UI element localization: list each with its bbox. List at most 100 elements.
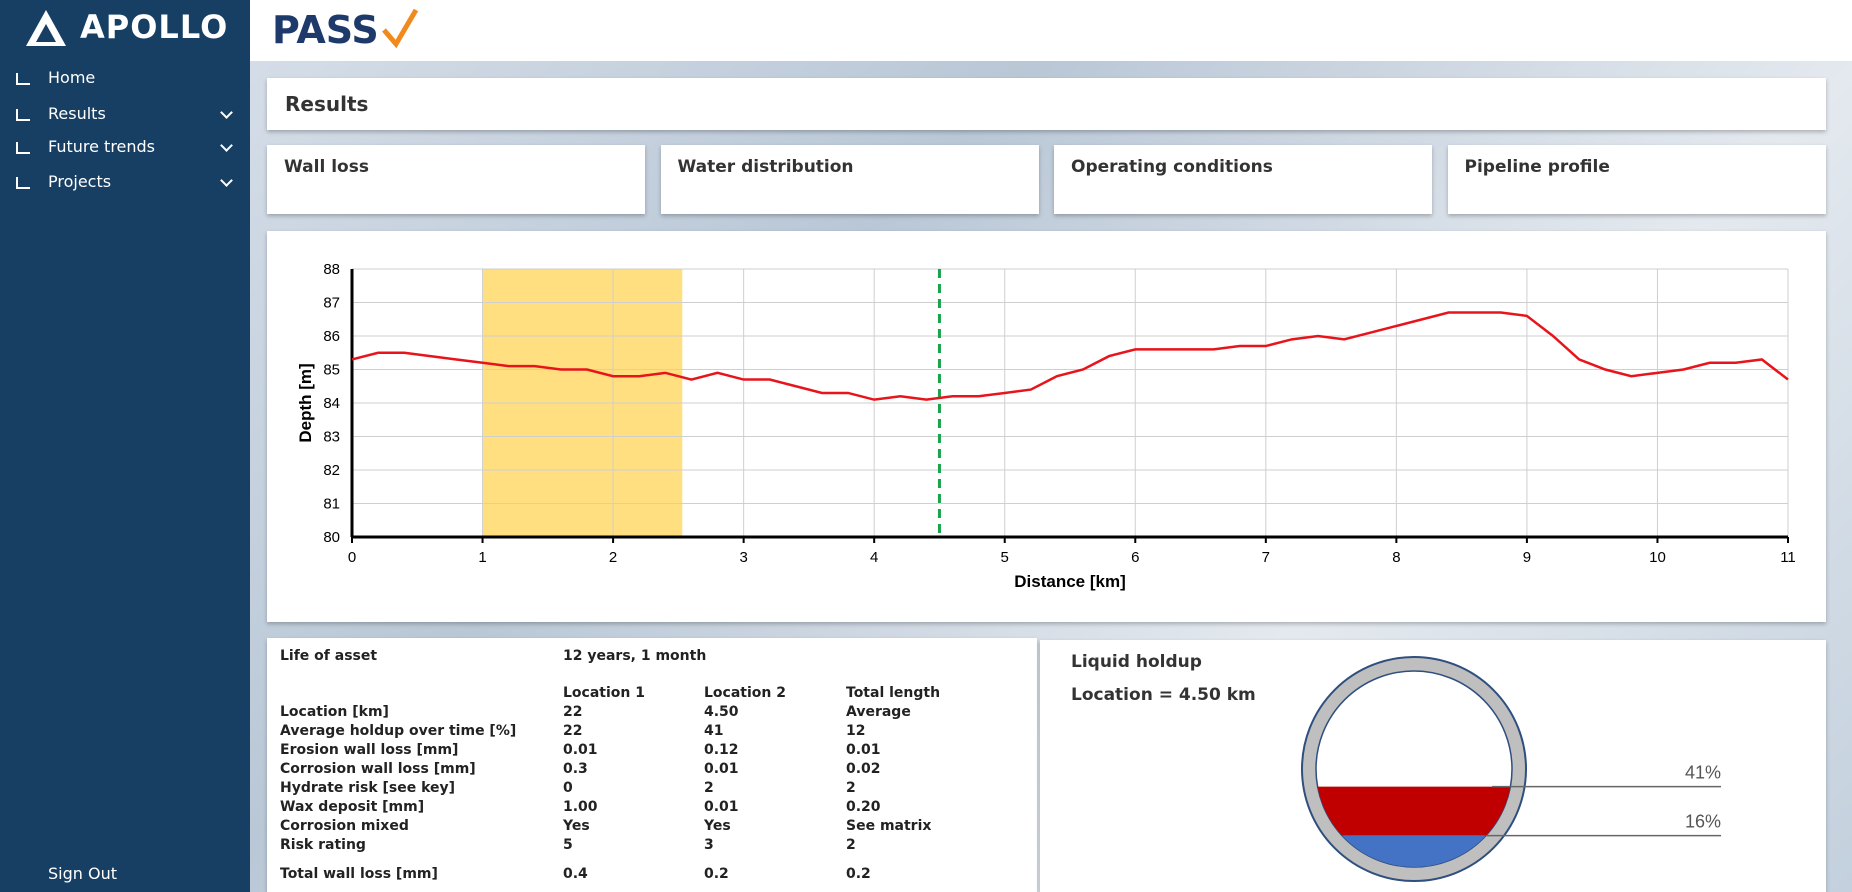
table-cell: Average <box>846 704 911 720</box>
tab-label: Water distribution <box>677 157 854 177</box>
tab[interactable]: Water distribution <box>660 145 1039 214</box>
x-tick-label: 8 <box>1392 549 1400 566</box>
y-tick-label: 82 <box>323 462 340 479</box>
tab-label: Pipeline profile <box>1464 157 1610 177</box>
table-cell: 41 <box>704 723 724 739</box>
nav-icon <box>16 73 30 85</box>
nav-item[interactable]: Results <box>48 104 106 123</box>
table-cell: 22 <box>563 704 583 720</box>
x-tick-label: 4 <box>870 549 878 566</box>
table-cell: Location 1 <box>563 685 645 701</box>
table-cell: 0.4 <box>563 866 588 882</box>
table-cell: 0.02 <box>846 761 881 777</box>
table-cell: 22 <box>563 723 583 739</box>
nav-caret <box>220 106 233 119</box>
table-cell: 2 <box>846 780 856 796</box>
nav-icon <box>16 177 30 189</box>
nav-icon <box>16 109 30 121</box>
summary-panel: Life of asset 12 years, 1 month Location 1… <box>267 638 1037 892</box>
x-tick-label: 9 <box>1523 549 1531 566</box>
y-axis-label: Depth [m] <box>296 363 315 442</box>
table-cell: 12 years, 1 month <box>563 648 707 664</box>
table-cell: Location [km] <box>280 704 389 720</box>
table-cell: 2 <box>846 837 856 853</box>
table-cell: Average holdup over time [%] <box>280 723 517 739</box>
x-tick-label: 10 <box>1649 549 1666 566</box>
table-cell: 3 <box>704 837 714 853</box>
tab[interactable]: Wall loss <box>267 145 645 214</box>
nav-item[interactable]: Projects <box>48 172 112 191</box>
y-tick-label: 86 <box>323 328 340 345</box>
tab-label: Wall loss <box>284 157 369 177</box>
header: PASS <box>250 0 1852 61</box>
tab-label: Operating conditions <box>1071 157 1273 177</box>
data-line <box>351 311 1789 401</box>
check-icon <box>382 8 419 48</box>
sidebar: APOLLO Home Results Future trends Projects S… <box>0 0 250 892</box>
brand-icon <box>26 10 66 46</box>
holdup-band <box>1316 786 1512 836</box>
table-cell: Total length <box>846 685 941 701</box>
table-cell: 2 <box>704 780 714 796</box>
x-tick-label: 7 <box>1262 549 1270 566</box>
y-tick-label: 88 <box>323 261 340 278</box>
table-cell: Hydrate risk [see key] <box>280 780 456 796</box>
tab[interactable]: Operating conditions <box>1054 145 1432 214</box>
table-cell: 0.01 <box>704 761 739 777</box>
x-tick-label: 11 <box>1780 549 1796 566</box>
y-tick-label: 87 <box>323 295 340 312</box>
table-cell: 0.20 <box>846 799 881 815</box>
x-tick-label: 0 <box>348 549 356 566</box>
nav-caret <box>220 174 233 187</box>
y-tick-label: 85 <box>323 362 340 379</box>
logo: PASS <box>272 8 379 52</box>
table-cell: Erosion wall loss [mm] <box>280 742 459 758</box>
x-tick-label: 6 <box>1131 549 1139 566</box>
table-cell: 0.2 <box>704 866 729 882</box>
table-cell: Life of asset <box>280 648 378 664</box>
x-tick-label: 3 <box>739 549 747 566</box>
x-tick-label: 5 <box>1001 549 1009 566</box>
x-tick-label: 2 <box>609 549 617 566</box>
table-cell: 0.3 <box>563 761 588 777</box>
table-cell: Yes <box>704 818 731 834</box>
y-tick-label: 81 <box>323 496 340 513</box>
table-cell: 0.01 <box>846 742 881 758</box>
nav-caret <box>220 139 233 152</box>
y-tick-label: 83 <box>323 429 340 446</box>
brand: APOLLO <box>80 8 229 46</box>
chart: 80 81 82 83 84 85 86 87 88 0 1 2 3 4 5 6 7 8 9 10 11 Distance… <box>296 261 1796 591</box>
table-cell: 0.01 <box>563 742 598 758</box>
x-tick-label: 1 <box>478 549 486 566</box>
table-cell: See matrix <box>846 818 932 834</box>
table-cell: 0 <box>563 780 573 796</box>
table-cell: Corrosion wall loss [mm] <box>280 761 476 777</box>
holdup-title: Liquid holdup <box>1071 652 1202 672</box>
nav-item[interactable]: Future trends <box>48 137 156 156</box>
nav-item[interactable]: Home <box>48 68 96 87</box>
table-cell: 5 <box>563 837 573 853</box>
holdup-label: 41% <box>1685 763 1721 783</box>
table-cell: 0.01 <box>704 799 739 815</box>
table-cell: 0.2 <box>846 866 871 882</box>
table-cell: Corrosion mixed <box>280 818 409 834</box>
x-axis-label: Distance [km] <box>1014 572 1125 591</box>
table-cell: Risk rating <box>280 837 366 853</box>
table-cell: Total wall loss [mm] <box>280 866 438 882</box>
y-tick-label: 84 <box>323 395 340 412</box>
table-cell: 4.50 <box>704 704 739 720</box>
table-cell: 12 <box>846 723 866 739</box>
chart-panel: 80 81 82 83 84 85 86 87 88 0 1 2 3 4 5 6 7 8 9 10 11 Distance… <box>267 231 1826 622</box>
results-bar: Results <box>267 78 1826 130</box>
holdup-label: 16% <box>1685 812 1721 832</box>
table-cell: Wax deposit [mm] <box>280 799 425 815</box>
sign-out[interactable]: Sign Out <box>48 864 117 883</box>
results-title: Results <box>285 92 369 116</box>
table-cell: Location 2 <box>704 685 786 701</box>
table-cell: 1.00 <box>563 799 598 815</box>
holdup-graphic: 41% 16% <box>1301 656 1721 882</box>
table-cell: 0.12 <box>704 742 739 758</box>
holdup-location: Location = 4.50 km <box>1071 685 1256 705</box>
holdup-panel: Liquid holdup Location = 4.50 km 41% 16% <box>1040 640 1826 892</box>
tab[interactable]: Pipeline profile <box>1447 145 1826 214</box>
